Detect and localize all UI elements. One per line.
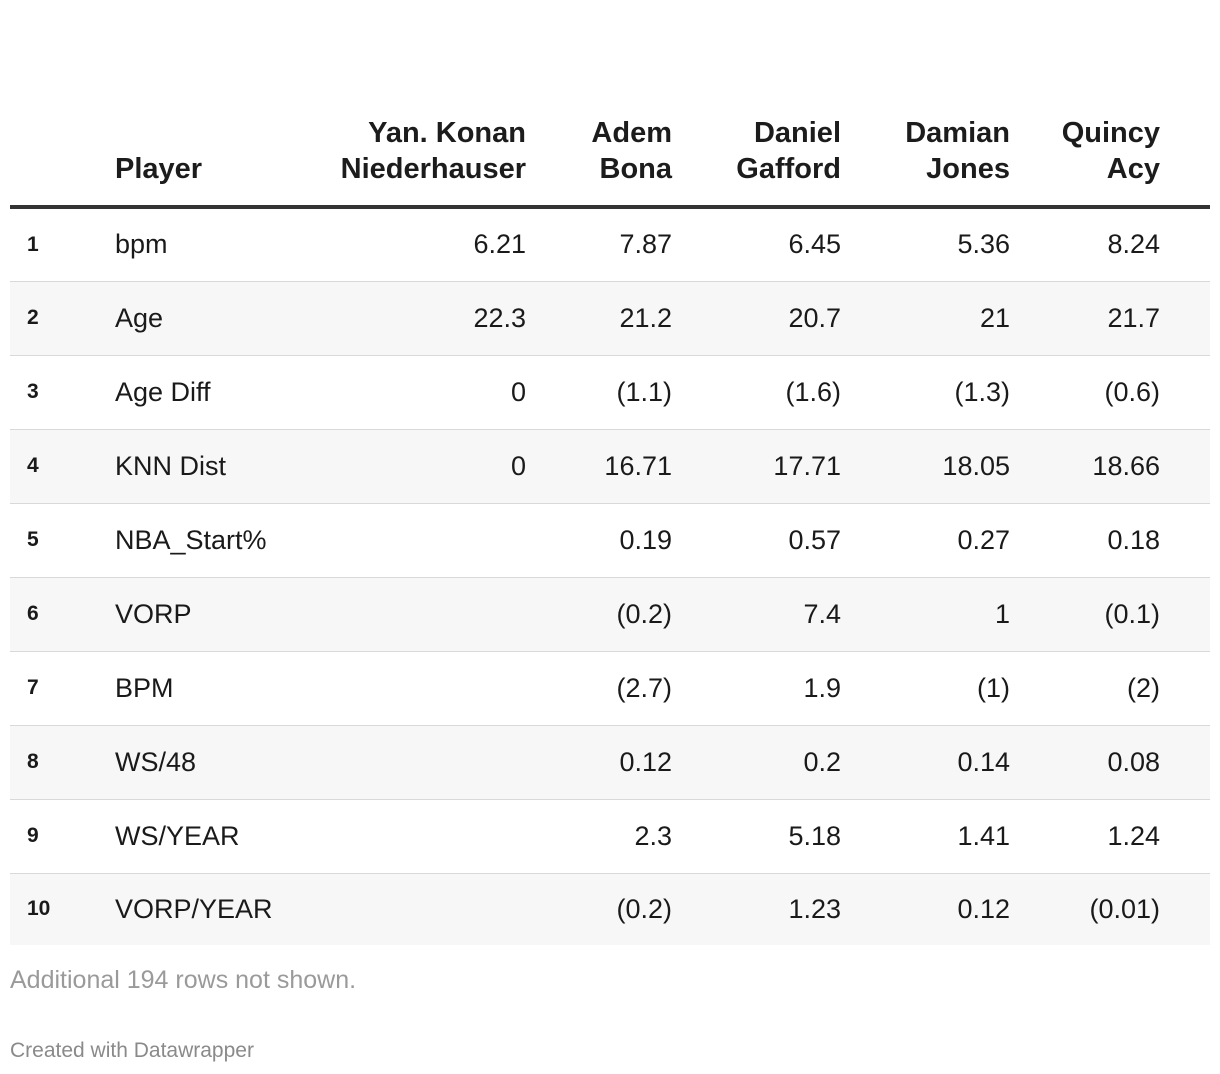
value-cell: (0.2) <box>531 873 677 945</box>
stat-name-cell: VORP/YEAR <box>115 873 305 945</box>
value-cell: 1.23 <box>677 873 846 945</box>
value-cell: 17.71 <box>677 429 846 504</box>
comparison-table: Player Yan. Konan Niederhauser Adem Bona D… <box>10 0 1210 945</box>
value-cell: 21 <box>846 281 1015 356</box>
row-number: 4 <box>10 429 115 504</box>
value-cell: 0.12 <box>531 725 677 800</box>
value-cell: 2.3 <box>531 799 677 874</box>
stat-name-cell: BPM <box>115 651 305 726</box>
value-cell: (0.01) <box>1015 873 1210 945</box>
value-cell: 5.36 <box>846 207 1015 282</box>
table-body: 1 bpm 6.21 7.87 6.45 5.36 8.24 2 Age 22.… <box>10 207 1210 945</box>
value-cell: 20.7 <box>677 281 846 356</box>
value-cell: 0.14 <box>846 725 1015 800</box>
value-cell: 0.2 <box>677 725 846 800</box>
value-cell: 1.41 <box>846 799 1015 874</box>
row-number: 3 <box>10 355 115 430</box>
value-cell: 1.9 <box>677 651 846 726</box>
value-cell: 0 <box>305 429 531 504</box>
column-header-bona[interactable]: Adem Bona <box>531 0 677 209</box>
table-row: 8 WS/48 0.12 0.2 0.14 0.08 <box>10 725 1210 800</box>
value-cell: 0 <box>305 355 531 430</box>
value-cell: 6.21 <box>305 207 531 282</box>
stat-name-cell: NBA_Start% <box>115 503 305 578</box>
value-cell: 0.18 <box>1015 503 1210 578</box>
row-number: 9 <box>10 799 115 874</box>
stat-name-cell: WS/48 <box>115 725 305 800</box>
stat-name-cell: Age Diff <box>115 355 305 430</box>
value-cell: (1.1) <box>531 355 677 430</box>
table-row: 10 VORP/YEAR (0.2) 1.23 0.12 (0.01) <box>10 873 1210 945</box>
value-cell <box>305 799 531 874</box>
table-row: 2 Age 22.3 21.2 20.7 21 21.7 <box>10 281 1210 356</box>
row-number: 8 <box>10 725 115 800</box>
stat-name-cell: VORP <box>115 577 305 652</box>
value-cell <box>305 577 531 652</box>
value-cell: (2) <box>1015 651 1210 726</box>
value-cell: 16.71 <box>531 429 677 504</box>
stat-name-cell: bpm <box>115 207 305 282</box>
value-cell: 18.05 <box>846 429 1015 504</box>
table-row: 6 VORP (0.2) 7.4 1 (0.1) <box>10 577 1210 652</box>
value-cell: 7.87 <box>531 207 677 282</box>
value-cell: 21.7 <box>1015 281 1210 356</box>
table-row: 3 Age Diff 0 (1.1) (1.6) (1.3) (0.6) <box>10 355 1210 430</box>
column-header-player[interactable]: Player <box>115 0 305 209</box>
value-cell: 6.45 <box>677 207 846 282</box>
stat-name-cell: Age <box>115 281 305 356</box>
row-number: 5 <box>10 503 115 578</box>
column-header-acy[interactable]: Quincy Acy <box>1015 0 1210 209</box>
value-cell <box>305 651 531 726</box>
stat-name-cell: KNN Dist <box>115 429 305 504</box>
column-header-index[interactable] <box>10 0 115 209</box>
row-number: 10 <box>10 873 115 945</box>
value-cell: 0.19 <box>531 503 677 578</box>
table-row: 9 WS/YEAR 2.3 5.18 1.41 1.24 <box>10 799 1210 874</box>
value-cell: 5.18 <box>677 799 846 874</box>
value-cell: 0.12 <box>846 873 1015 945</box>
value-cell: (1) <box>846 651 1015 726</box>
row-number: 6 <box>10 577 115 652</box>
row-number: 1 <box>10 207 115 282</box>
value-cell <box>305 725 531 800</box>
column-header-jones[interactable]: Damian Jones <box>846 0 1015 209</box>
value-cell: (0.2) <box>531 577 677 652</box>
stat-name-cell: WS/YEAR <box>115 799 305 874</box>
value-cell: 1 <box>846 577 1015 652</box>
value-cell: (0.6) <box>1015 355 1210 430</box>
value-cell <box>305 873 531 945</box>
value-cell: 22.3 <box>305 281 531 356</box>
table-row: 4 KNN Dist 0 16.71 17.71 18.05 18.66 <box>10 429 1210 504</box>
value-cell: 0.57 <box>677 503 846 578</box>
value-cell: 21.2 <box>531 281 677 356</box>
column-header-niederhauser[interactable]: Yan. Konan Niederhauser <box>305 0 531 209</box>
value-cell: (2.7) <box>531 651 677 726</box>
value-cell: (1.6) <box>677 355 846 430</box>
table-row: 1 bpm 6.21 7.87 6.45 5.36 8.24 <box>10 207 1210 282</box>
column-header-gafford[interactable]: Daniel Gafford <box>677 0 846 209</box>
value-cell: 1.24 <box>1015 799 1210 874</box>
value-cell: 0.27 <box>846 503 1015 578</box>
table-header: Player Yan. Konan Niederhauser Adem Bona D… <box>10 0 1210 209</box>
table-row: 5 NBA_Start% 0.19 0.57 0.27 0.18 <box>10 503 1210 578</box>
value-cell: 0.08 <box>1015 725 1210 800</box>
value-cell: 8.24 <box>1015 207 1210 282</box>
value-cell: 18.66 <box>1015 429 1210 504</box>
table-row: 7 BPM (2.7) 1.9 (1) (2) <box>10 651 1210 726</box>
header-row: Player Yan. Konan Niederhauser Adem Bona D… <box>10 0 1210 209</box>
value-cell <box>305 503 531 578</box>
value-cell: (0.1) <box>1015 577 1210 652</box>
value-cell: (1.3) <box>846 355 1015 430</box>
value-cell: 7.4 <box>677 577 846 652</box>
datawrapper-credit[interactable]: Created with Datawrapper <box>10 1039 254 1062</box>
row-number: 2 <box>10 281 115 356</box>
rows-not-shown-note: Additional 194 rows not shown. <box>10 966 357 994</box>
row-number: 7 <box>10 651 115 726</box>
data-table-container: Player Yan. Konan Niederhauser Adem Bona D… <box>10 0 1210 945</box>
